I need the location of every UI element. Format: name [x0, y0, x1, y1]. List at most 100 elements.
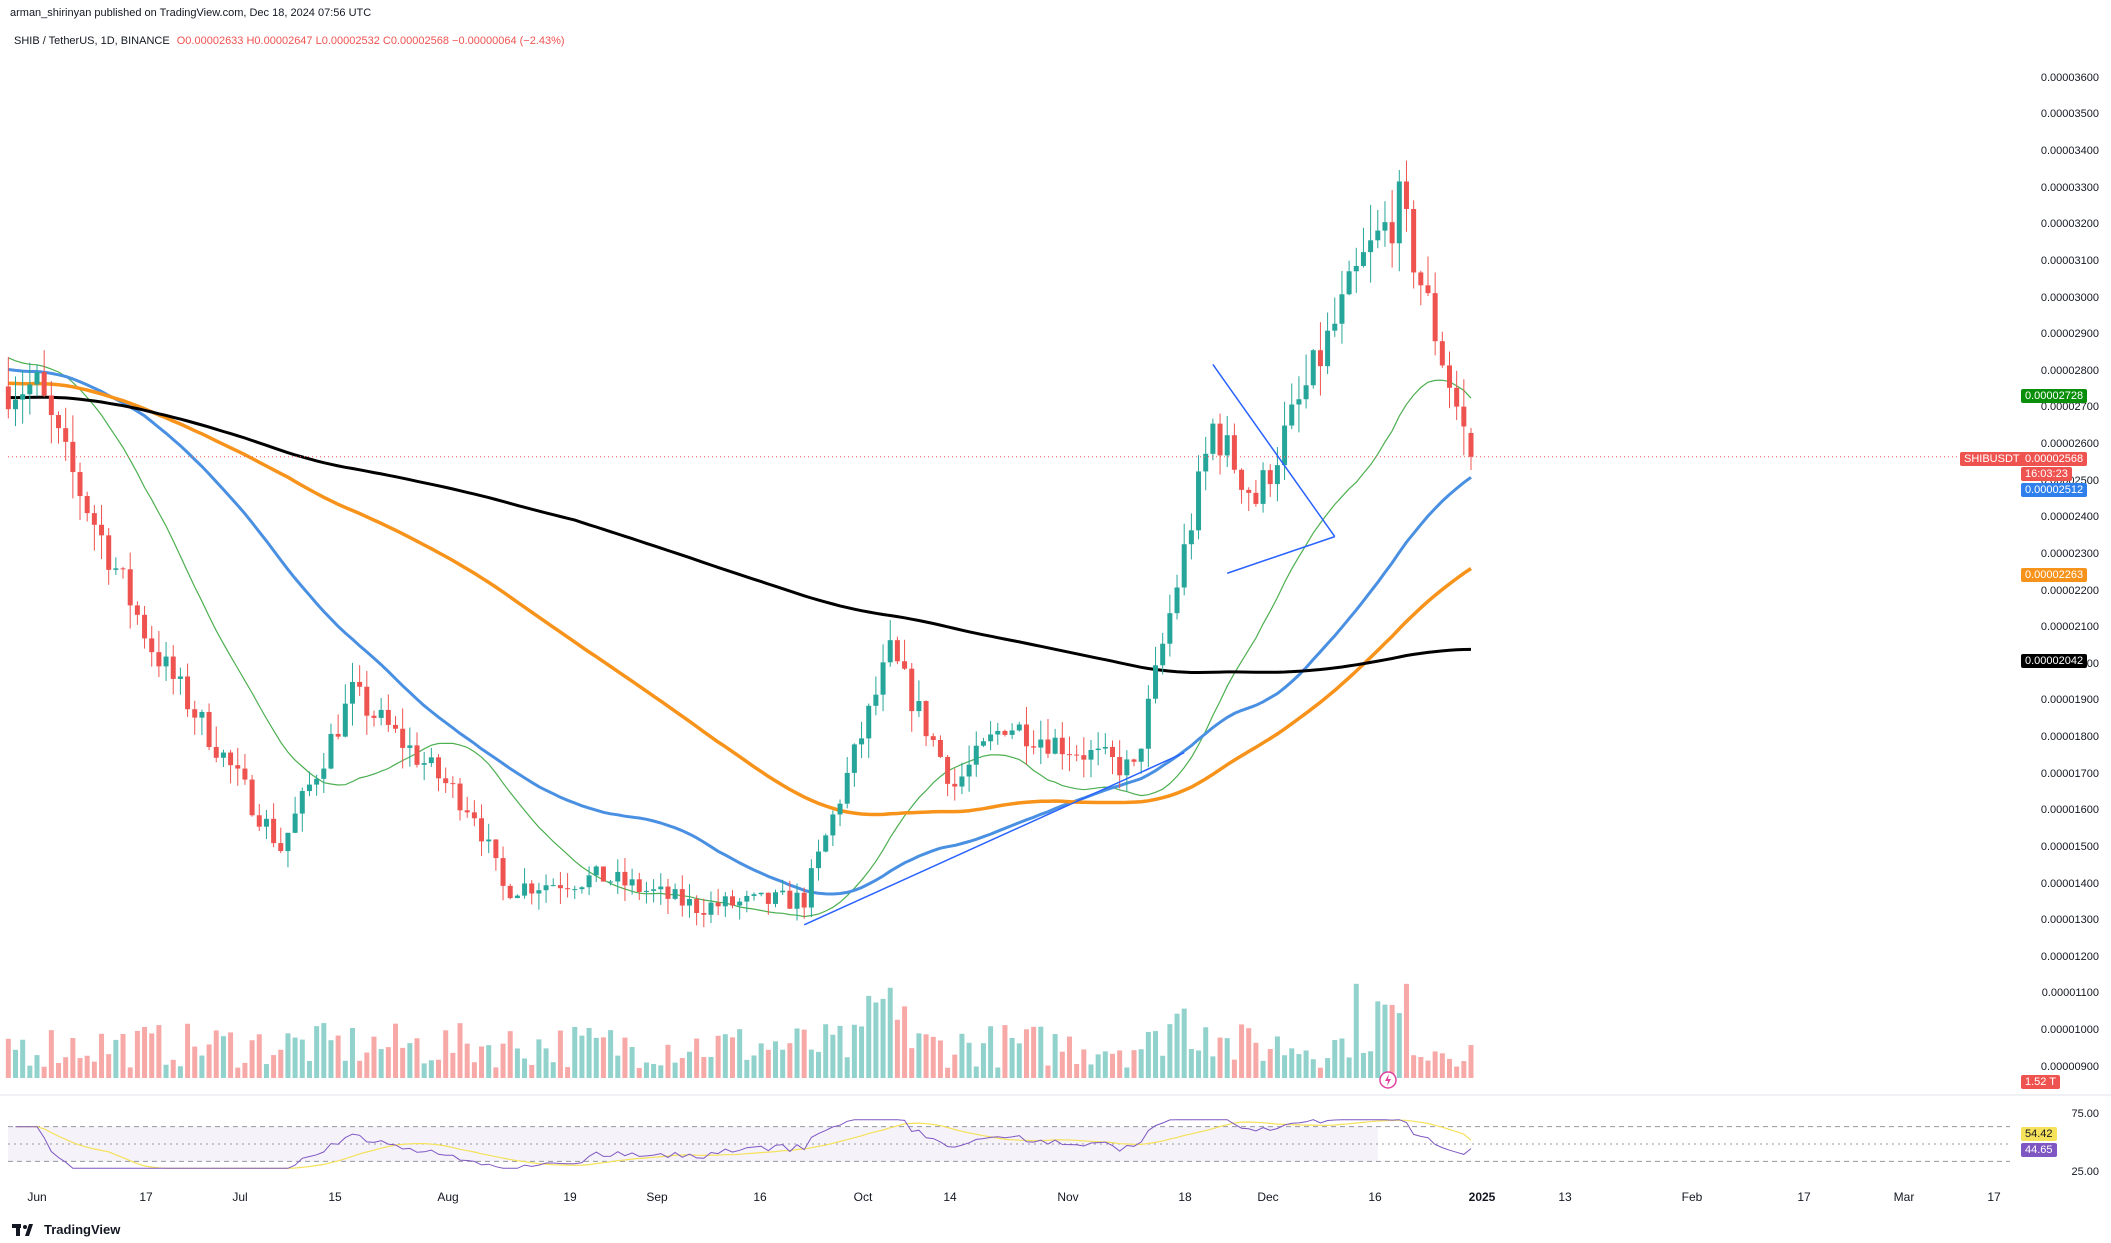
price-axis-tick: 0.00001300 — [2040, 914, 2099, 927]
volume-bar — [1016, 1043, 1022, 1078]
volume-bar — [156, 1025, 162, 1078]
candle-body — [672, 889, 678, 899]
time-axis-tick: Jul — [232, 1190, 248, 1204]
volume-bar — [1124, 1067, 1130, 1078]
volume-bar — [973, 1066, 979, 1078]
volume-bar — [493, 1067, 499, 1078]
candle-body — [701, 912, 707, 915]
volume-bar — [220, 1036, 226, 1078]
volume-bar — [651, 1063, 657, 1078]
candle-body — [930, 736, 936, 740]
candle-body — [471, 812, 477, 819]
candle-body — [880, 662, 886, 695]
price-axis-tick: 0.00002600 — [2040, 438, 2099, 451]
volume-bar — [99, 1033, 105, 1078]
volume-bar — [106, 1054, 112, 1078]
candle-body — [91, 513, 97, 525]
volume-bar — [1231, 1059, 1237, 1078]
trendline — [1212, 364, 1336, 538]
volume-bar — [1411, 1055, 1417, 1078]
volume-bar — [256, 1034, 262, 1078]
close-value: C0.00002568 — [382, 35, 449, 47]
volume-bar — [1038, 1026, 1044, 1078]
volume-bar — [1468, 1045, 1474, 1078]
volume-bar — [1446, 1058, 1452, 1078]
candle-body — [299, 791, 305, 814]
volume-bar — [522, 1058, 528, 1078]
candle-body — [292, 813, 298, 833]
volume-bar — [314, 1026, 320, 1078]
volume-bar — [271, 1055, 277, 1078]
volume-bar — [1217, 1037, 1223, 1078]
candle-body — [1346, 271, 1352, 295]
candle-body — [357, 681, 363, 687]
symbol-tag[interactable]: SHIBUSDT — [1960, 452, 2024, 466]
candle-body — [1411, 208, 1417, 273]
volume-bar — [500, 1043, 506, 1078]
candle-body — [507, 885, 513, 899]
price-axis-tick: 0.00003300 — [2040, 181, 2099, 194]
volume-bar — [937, 1040, 943, 1078]
volume-bar — [12, 1049, 18, 1078]
time-axis-tick: 13 — [1558, 1190, 1572, 1204]
candle-body — [1052, 737, 1058, 754]
lightning-icon[interactable] — [1379, 1071, 1397, 1089]
volume-bar — [1066, 1036, 1072, 1078]
tradingview-branding[interactable]: TradingView — [12, 1222, 120, 1237]
rsi-ma-tag: 54.42 — [2021, 1127, 2057, 1141]
volume-bar — [1210, 1056, 1216, 1078]
volume-bar — [1167, 1024, 1173, 1078]
candle-body — [600, 866, 606, 882]
candle-body — [1403, 181, 1409, 209]
volume-bar — [1095, 1054, 1101, 1078]
volume-bar — [1396, 1013, 1402, 1078]
time-axis-tick: Mar — [1893, 1190, 1915, 1204]
volume-bar — [91, 1061, 97, 1078]
volume-bar — [113, 1039, 119, 1078]
candle-body — [651, 889, 657, 891]
volume-bar — [729, 1037, 735, 1078]
volume-bar — [378, 1049, 384, 1078]
candle-body — [1045, 739, 1051, 754]
countdown-tag: 16:03:23 — [2021, 467, 2072, 481]
volume-bar — [1368, 1051, 1374, 1078]
price-axis-tick: 0.00003200 — [2040, 218, 2099, 231]
candle-body — [851, 744, 857, 773]
price-axis-tick: 0.00001000 — [2040, 1024, 2099, 1037]
candle-body — [1081, 755, 1087, 760]
volume-bar — [586, 1027, 592, 1078]
candle-body — [1095, 748, 1101, 750]
volume-bar — [1296, 1054, 1302, 1078]
volume-bar — [328, 1040, 334, 1078]
candle-body — [436, 757, 442, 779]
candle-body — [966, 764, 972, 777]
candle-body — [134, 605, 140, 615]
candle-body — [1016, 724, 1022, 731]
candle-body — [1454, 387, 1460, 407]
price-axis-tick: 0.00002700 — [2040, 401, 2099, 414]
volume-bar — [1253, 1042, 1259, 1078]
volume-bar — [1332, 1039, 1338, 1078]
volume-bar — [199, 1055, 205, 1078]
volume-bar — [529, 1064, 535, 1078]
candle-body — [1296, 399, 1302, 405]
symbol-name[interactable]: SHIB / TetherUS, 1D, BINANCE — [14, 35, 170, 47]
volume-bar — [945, 1067, 951, 1078]
candle-body — [536, 890, 542, 894]
volume-bar — [170, 1059, 176, 1078]
candle-body — [952, 783, 958, 787]
candle-body — [1203, 453, 1209, 472]
rsi-axis-tick: 75.00 — [2071, 1108, 2099, 1120]
candle-body — [306, 784, 312, 792]
candle-body — [1439, 341, 1445, 366]
volume-bar — [1403, 983, 1409, 1078]
candle-body — [773, 892, 779, 904]
volume-bar — [1009, 1037, 1015, 1078]
price-axis-tick: 0.00002400 — [2040, 511, 2099, 524]
tradingview-logo-icon — [12, 1223, 33, 1236]
volume-bar — [930, 1036, 936, 1078]
candle-body — [1267, 470, 1273, 485]
volume-bar — [400, 1047, 406, 1078]
candle-body — [1468, 432, 1474, 457]
